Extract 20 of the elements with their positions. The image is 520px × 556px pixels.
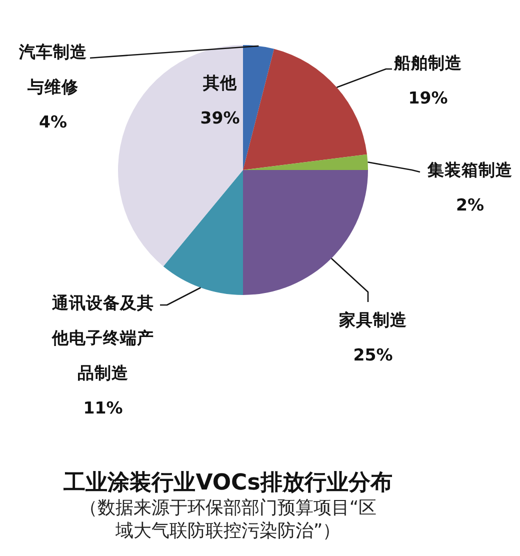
data-label: 39% <box>200 108 240 128</box>
pie-slice <box>243 48 368 170</box>
slice-label: 汽车制造与维修 <box>18 42 87 96</box>
pie-slice <box>118 45 243 266</box>
slice-label: 通讯设备及其他电子终端产品制造 <box>51 294 154 382</box>
data-label: 2% <box>456 196 484 214</box>
slice-label: 集装箱制造 <box>426 160 512 180</box>
pie-slice <box>243 154 368 170</box>
data-label: 4% <box>38 112 68 132</box>
text: （数据来源于环保部部门预算项目“区域大气联防联控污染防治”） <box>79 498 377 542</box>
text: 工业涂装行业VOCs排放行业分布 <box>62 470 392 496</box>
slice-label: 其他 <box>202 74 238 92</box>
data-label: 25% <box>353 346 394 364</box>
slice-label: 船舶制造 <box>393 54 462 72</box>
data-label: 11% <box>83 398 124 418</box>
pie-slice <box>243 170 368 295</box>
pie-slice <box>243 45 274 170</box>
slice-label: 家具制造 <box>338 310 407 330</box>
pie-slice <box>163 170 243 295</box>
data-label: 19% <box>408 88 448 108</box>
